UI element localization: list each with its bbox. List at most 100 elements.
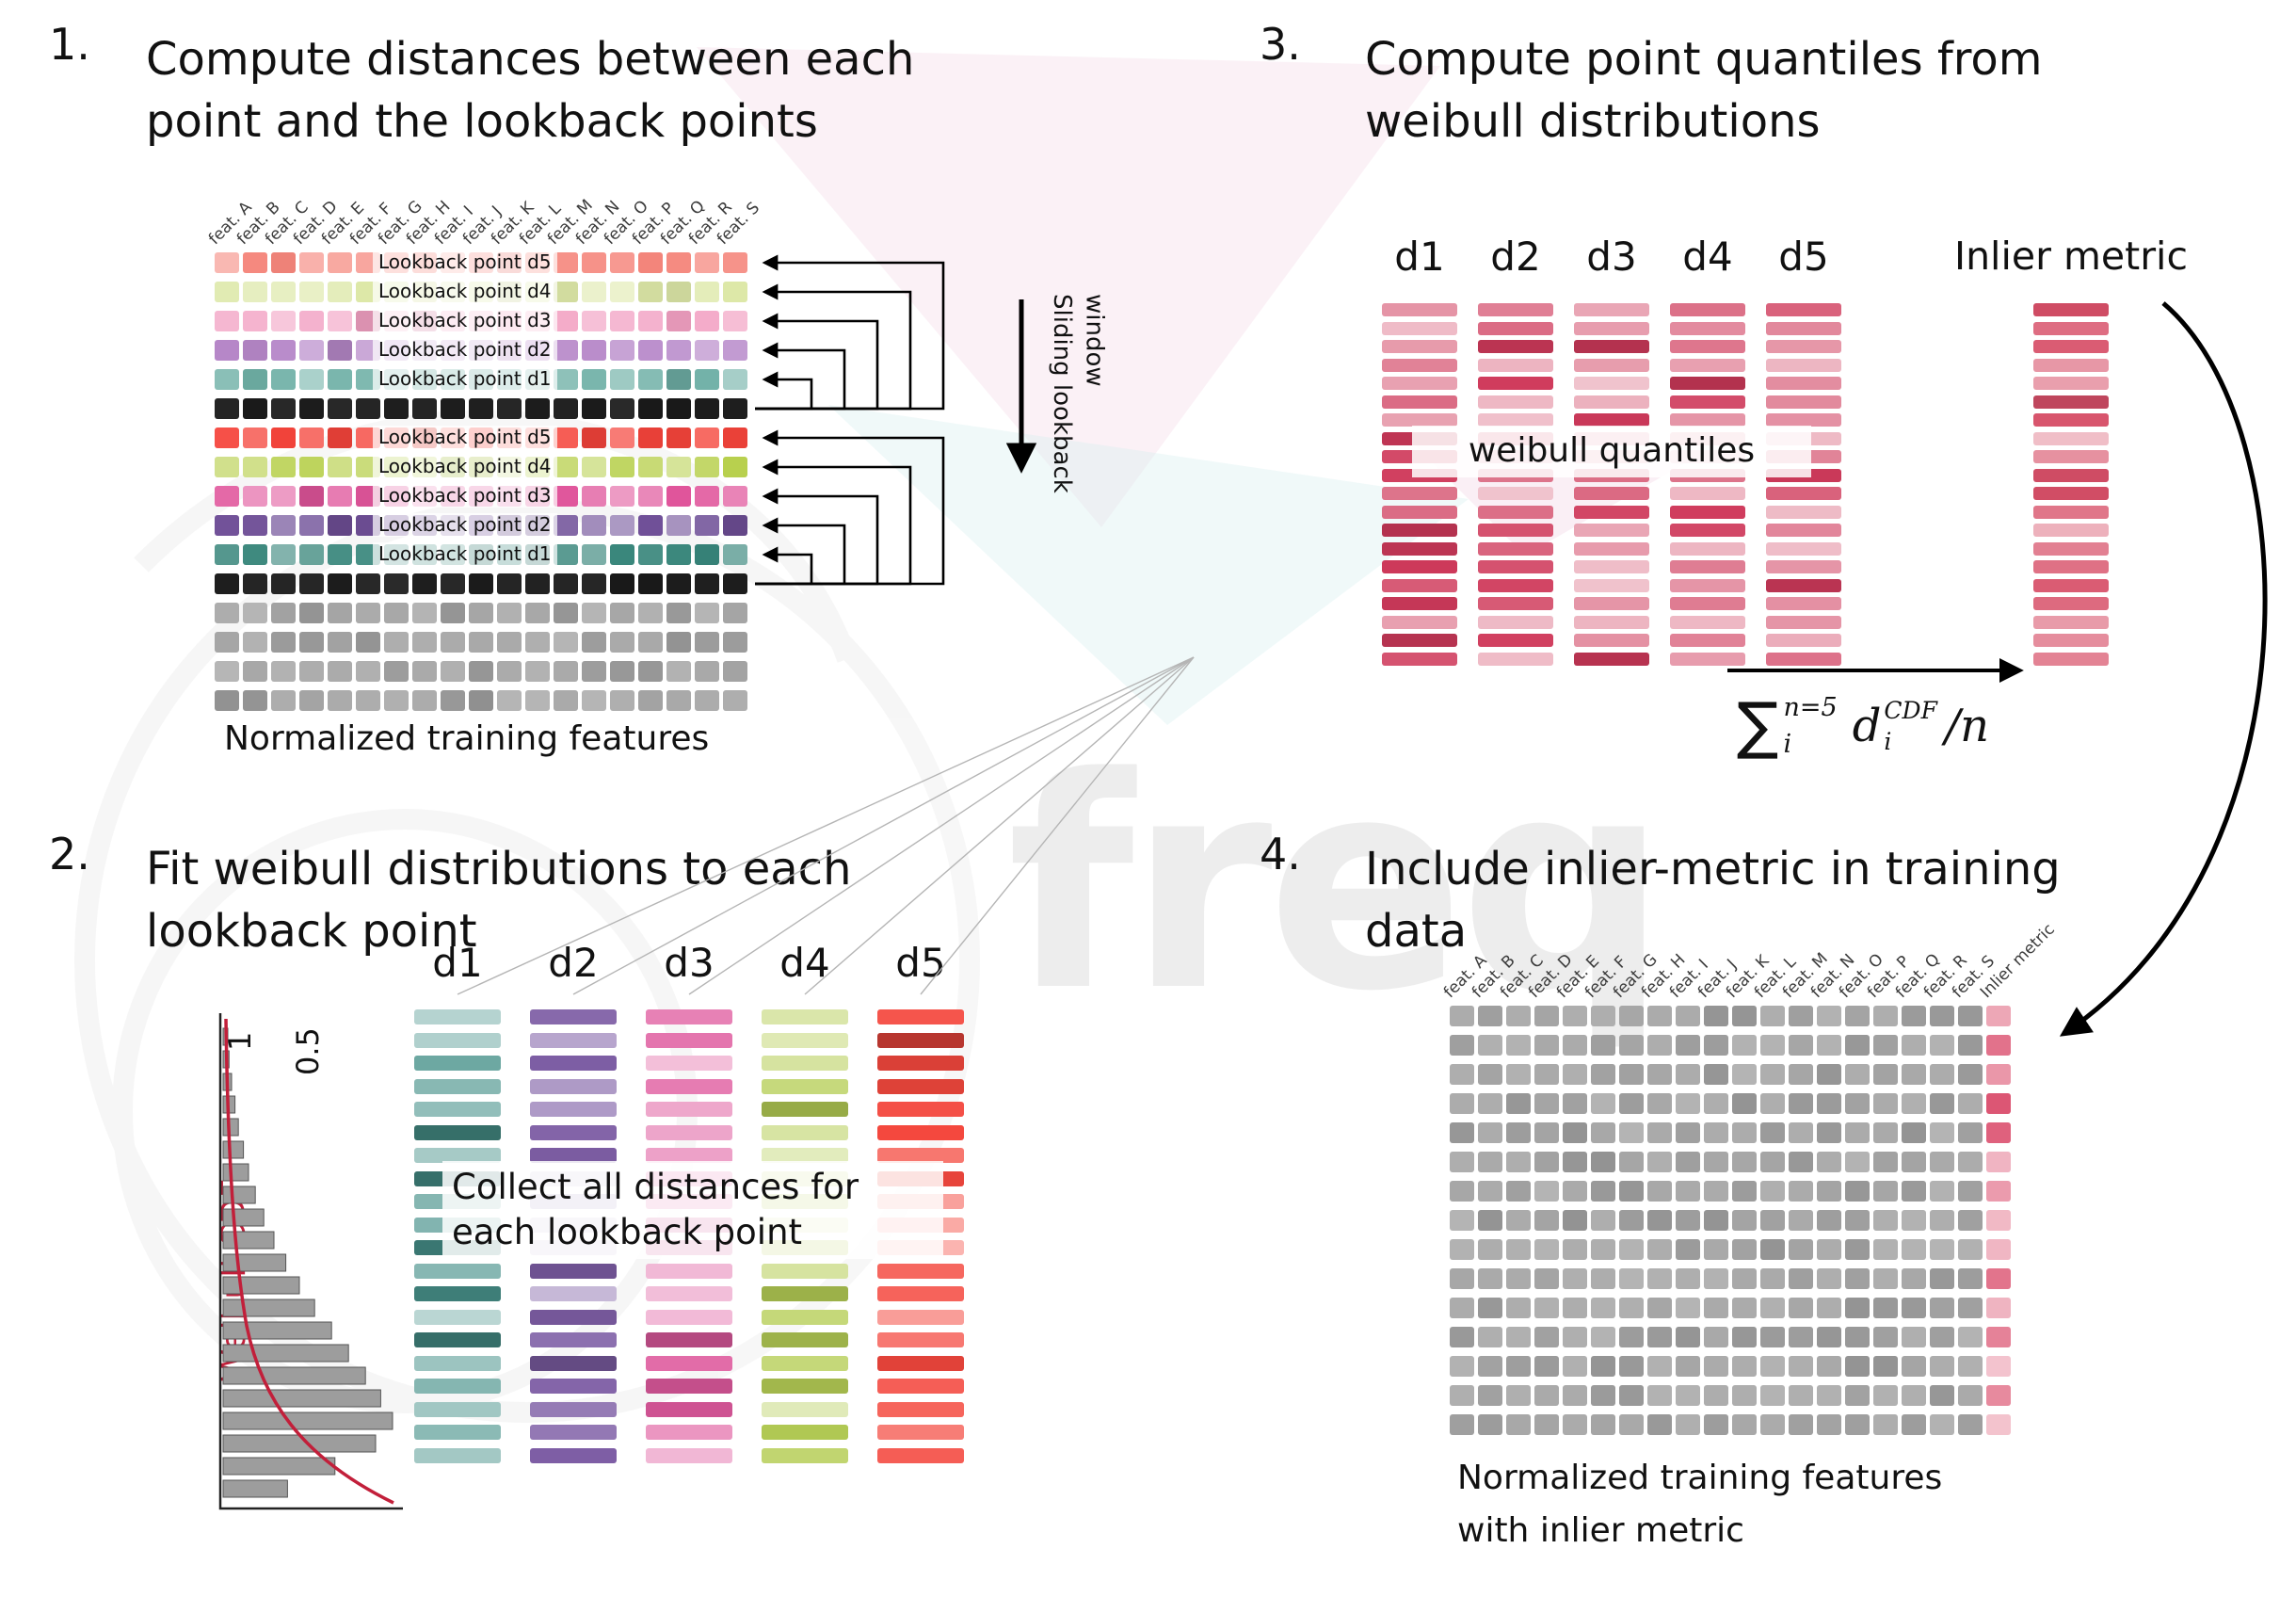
- feature-cell: [1732, 1035, 1757, 1056]
- feature-cell: [299, 603, 324, 623]
- feature-cell: [1704, 1239, 1728, 1260]
- current-point-cell: [356, 398, 380, 419]
- inlier-metric-cell: [1986, 1181, 2011, 1202]
- feature-cell: [723, 486, 747, 507]
- feature-cell: [469, 661, 493, 682]
- feature-cell: [1591, 1035, 1615, 1056]
- feature-cell: [243, 690, 267, 711]
- step-1-number: 1.: [49, 19, 90, 70]
- feature-cell: [1845, 1181, 1870, 1202]
- feature-cell: [1647, 1210, 1672, 1231]
- feature-cell: [695, 515, 719, 536]
- axis-tick-05: 0.5: [290, 1027, 326, 1075]
- feature-cell: [582, 252, 606, 273]
- feature-cell: [1902, 1298, 1926, 1318]
- feature-cell: [582, 427, 606, 448]
- sliding-window-label: Sliding lookback window: [1047, 294, 1108, 493]
- feature-cell: [610, 661, 634, 682]
- quantile-bar: [1382, 578, 1457, 592]
- current-point-cell: [328, 398, 352, 419]
- feature-cell: [1534, 1239, 1559, 1260]
- distance-bar: [414, 1401, 501, 1417]
- distance-bar: [877, 1447, 964, 1463]
- distance-bar: [414, 1148, 501, 1163]
- feature-cell: [1958, 1122, 1983, 1143]
- quantile-bar: [1478, 395, 1553, 409]
- feature-cell: [1591, 1122, 1615, 1143]
- feature-cell: [1506, 1035, 1531, 1056]
- feature-cell: [610, 632, 634, 653]
- distance-bar: [414, 1056, 501, 1071]
- feature-cell: [1478, 1064, 1502, 1085]
- feature-cell: [1676, 1385, 1700, 1406]
- quantile-bar: [1766, 340, 1841, 353]
- feature-cell: [1704, 1298, 1728, 1318]
- feature-cell: [1563, 1327, 1587, 1347]
- quantile-bar: [1574, 487, 1649, 500]
- quantile-bar: [1766, 487, 1841, 500]
- feature-cell: [1732, 1122, 1757, 1143]
- distance-bar: [530, 1286, 617, 1301]
- feature-cell: [1817, 1093, 1841, 1114]
- feature-cell: [299, 311, 324, 331]
- feature-cell: [299, 369, 324, 390]
- feature-cell: [554, 311, 578, 331]
- feature-cell: [1563, 1006, 1587, 1026]
- feature-cell: [1619, 1239, 1644, 1260]
- feature-cell: [412, 603, 437, 623]
- feature-cell: [1563, 1093, 1587, 1114]
- feature-cell: [1591, 1239, 1615, 1260]
- feature-cell: [1647, 1298, 1672, 1318]
- feature-cell: [215, 427, 239, 448]
- feature-cell: [1676, 1298, 1700, 1318]
- feature-cell: [299, 690, 324, 711]
- feature-cell: [1930, 1181, 1954, 1202]
- feature-cell: [271, 369, 296, 390]
- feature-cell: [1450, 1006, 1474, 1026]
- feature-cell: [695, 544, 719, 565]
- feature-cell: [1591, 1327, 1615, 1347]
- feature-cell: [666, 690, 691, 711]
- feature-cell: [328, 603, 352, 623]
- feature-cell: [1845, 1385, 1870, 1406]
- feature-cell: [1704, 1064, 1728, 1085]
- distance-bar: [530, 1355, 617, 1371]
- step-2-title-line1: Fit weibull distributions to each: [146, 843, 852, 895]
- inlier-metric-bar: [2033, 487, 2109, 500]
- lookback-row-label: Lookback point d5: [373, 250, 557, 274]
- feature-cell: [1676, 1181, 1700, 1202]
- feature-cell: [638, 515, 663, 536]
- quantile-bar: [1766, 303, 1841, 316]
- feature-cell: [1450, 1298, 1474, 1318]
- step-2-title-line2: lookback point: [146, 905, 477, 959]
- feature-cell: [1958, 1210, 1983, 1231]
- feature-cell: [1704, 1035, 1728, 1056]
- quantile-bar: [1574, 340, 1649, 353]
- quantile-bar: [1670, 321, 1745, 335]
- inlier-metric-header: Inlier metric: [1953, 234, 2188, 279]
- feature-cell: [1873, 1239, 1898, 1260]
- feature-cell: [1817, 1181, 1841, 1202]
- distance-bar: [646, 1425, 732, 1440]
- quantile-column-header: d5: [1778, 234, 1829, 280]
- feature-cell: [1902, 1385, 1926, 1406]
- feature-cell: [1591, 1064, 1615, 1085]
- feature-cell: [1534, 1298, 1559, 1318]
- feature-cell: [1506, 1268, 1531, 1289]
- feature-cell: [1563, 1035, 1587, 1056]
- feature-cell: [1534, 1268, 1559, 1289]
- feature-cell: [1619, 1035, 1644, 1056]
- current-point-cell: [384, 398, 409, 419]
- feature-cell: [723, 632, 747, 653]
- feature-cell: [243, 457, 267, 477]
- feature-cell: [497, 603, 522, 623]
- feature-cell: [582, 690, 606, 711]
- feature-cell: [525, 632, 550, 653]
- step-2-number: 2.: [49, 829, 90, 879]
- feature-cell: [1817, 1327, 1841, 1347]
- quantile-bar: [1382, 541, 1457, 556]
- feature-cell: [1478, 1239, 1502, 1260]
- distance-bar: [414, 1032, 501, 1048]
- distance-bar: [646, 1009, 732, 1024]
- feature-cell: [1845, 1064, 1870, 1085]
